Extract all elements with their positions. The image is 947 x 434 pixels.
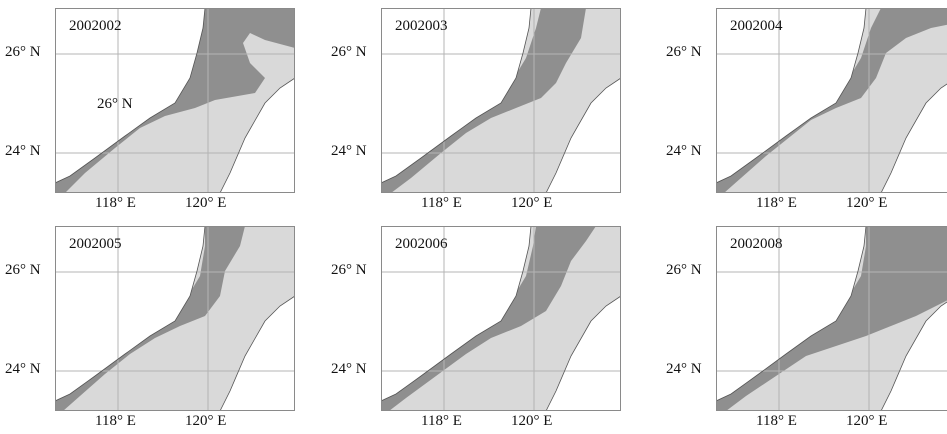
inner-lat-label: 26° N [97, 96, 133, 112]
map-panel-1: 2002002 26° N 26° N 24° N 118° E 120° E [5, 8, 295, 211]
lon-118-label: 118° E [95, 413, 136, 429]
panel-title: 2002002 [69, 18, 122, 34]
lon-118-label: 118° E [756, 195, 797, 211]
map-panel-4: 2002005 26° N 24° N 118° E 120° E [5, 226, 295, 429]
map-panel-3: 2002004 26° N 24° N 118° E 120° E [666, 8, 947, 211]
panel-title: 2002005 [69, 236, 122, 252]
lon-120-label: 120° E [846, 195, 888, 211]
panel-title: 2002006 [395, 236, 448, 252]
lon-120-label: 120° E [846, 413, 888, 429]
lat-26-label: 26° N [5, 262, 41, 278]
lon-120-label: 120° E [511, 195, 553, 211]
lat-24-label: 24° N [666, 143, 702, 159]
lon-118-label: 118° E [756, 413, 797, 429]
map-6 [716, 226, 947, 411]
panel-title: 2002008 [730, 236, 783, 252]
map-panel-5: 2002006 26° N 24° N 118° E 120° E [331, 226, 621, 429]
lat-26-label: 26° N [666, 262, 702, 278]
lon-120-label: 120° E [511, 413, 553, 429]
lon-118-label: 118° E [421, 413, 462, 429]
lon-118-label: 118° E [421, 195, 462, 211]
lat-26-label: 26° N [331, 44, 367, 60]
lon-120-label: 120° E [185, 195, 227, 211]
map-panel-6: 2002008 26° N 24° N 118° E 120° E [666, 226, 947, 429]
map-4 [55, 226, 295, 411]
map-1 [55, 8, 295, 193]
lat-24-label: 24° N [331, 143, 367, 159]
panel-title: 2002004 [730, 18, 783, 34]
lon-118-label: 118° E [95, 195, 136, 211]
lon-120-label: 120° E [185, 413, 227, 429]
lat-26-label: 26° N [5, 44, 41, 60]
map-5 [381, 226, 621, 411]
map-3 [716, 8, 947, 193]
lat-24-label: 24° N [5, 143, 41, 159]
panel-title: 2002003 [395, 18, 448, 34]
lat-24-label: 24° N [331, 361, 367, 377]
map-panel-2: 2002003 26° N 24° N 118° E 120° E [331, 8, 621, 211]
lat-24-label: 24° N [5, 361, 41, 377]
map-2 [381, 8, 621, 193]
lat-24-label: 24° N [666, 361, 702, 377]
lat-26-label: 26° N [331, 262, 367, 278]
lat-26-label: 26° N [666, 44, 702, 60]
